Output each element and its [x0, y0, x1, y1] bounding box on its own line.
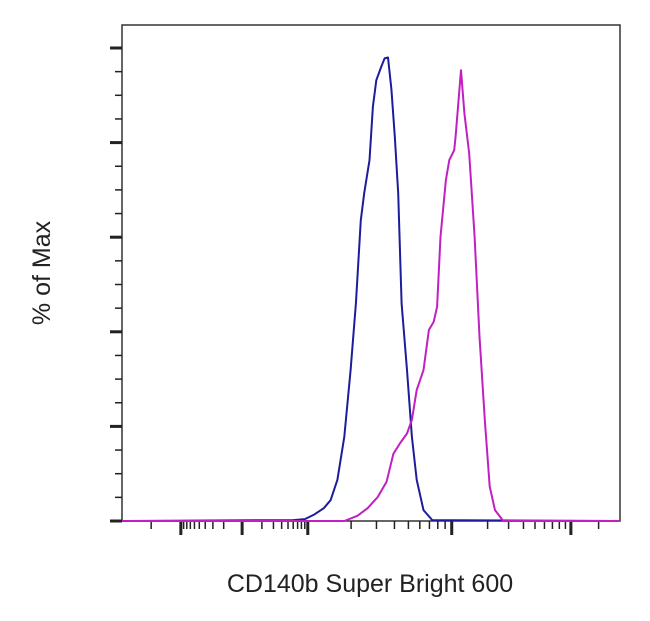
x-axis-ticks [150, 521, 600, 535]
plot-frame [121, 24, 621, 522]
series-group [121, 56, 621, 522]
y-axis-ticks [110, 46, 122, 523]
series-line-2 [122, 69, 620, 522]
y-axis-label: % of Max [28, 220, 56, 325]
x-axis-label: CD140b Super Bright 600 [227, 570, 513, 598]
series-line-1 [121, 56, 621, 522]
